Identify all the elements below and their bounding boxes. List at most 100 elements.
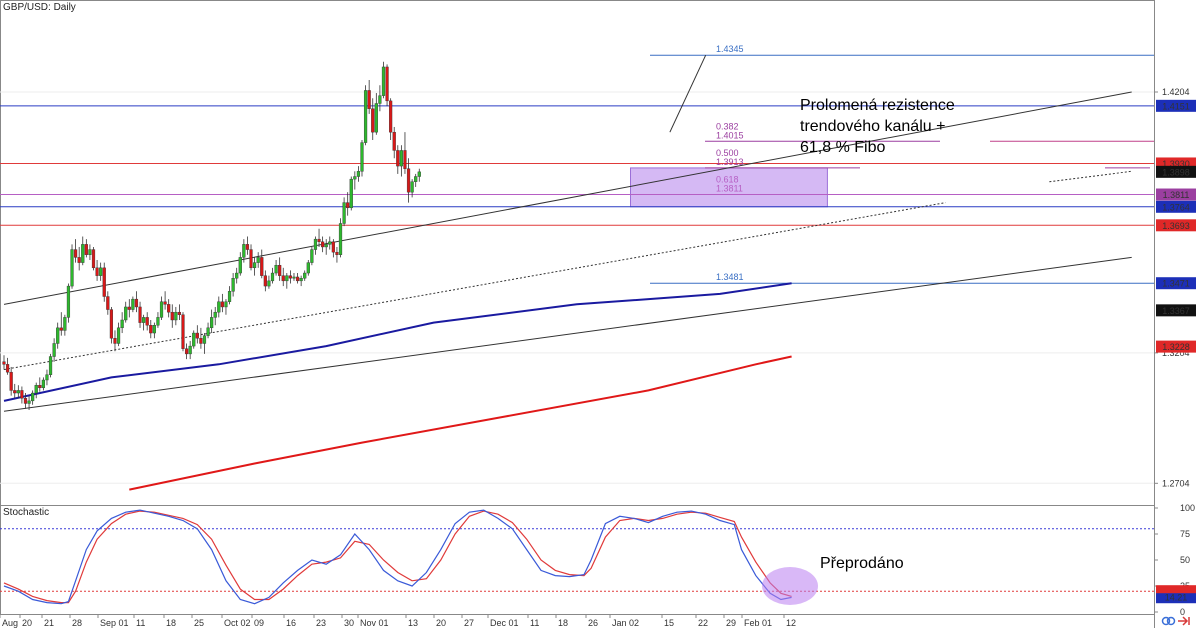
candle-body — [156, 317, 160, 326]
price-badge-label: 1.4151 — [1162, 101, 1190, 111]
price-tick-label: 1.4204 — [1162, 87, 1190, 97]
candle-body — [9, 371, 13, 391]
candle-body — [63, 317, 67, 331]
candle-body — [410, 181, 414, 193]
candle-body — [414, 176, 418, 182]
candle-body — [353, 176, 357, 180]
trend-channel — [3, 55, 1132, 412]
candle-body — [41, 379, 45, 389]
time-tick-label: 18 — [558, 618, 568, 628]
candle-body — [66, 285, 71, 318]
candle-body — [231, 278, 235, 292]
candle-body — [20, 390, 24, 399]
time-tick-label: 23 — [316, 618, 326, 628]
candle-body — [406, 168, 411, 193]
time-tick-label: 29 — [726, 618, 736, 628]
time-tick-label: 27 — [464, 618, 474, 628]
candle-body — [292, 276, 296, 279]
link-icon[interactable] — [1161, 616, 1176, 626]
candle-body — [138, 306, 142, 323]
time-tick-label: 18 — [166, 618, 176, 628]
candle-body — [88, 249, 92, 255]
time-tick-label: 22 — [698, 618, 708, 628]
level-label: 0.382 — [716, 121, 739, 131]
stochastic-k-line — [3, 509, 792, 605]
candle-body — [242, 244, 246, 258]
time-tick-label: Jan 02 — [612, 618, 639, 628]
candle-body — [56, 327, 60, 344]
level-label: 1.4345 — [716, 44, 744, 54]
candle-body — [338, 223, 343, 255]
channel-line — [3, 256, 1132, 412]
price-badge — [1156, 99, 1196, 112]
candle-body — [34, 385, 38, 394]
candle-body — [249, 249, 253, 269]
candle-body — [202, 335, 207, 344]
time-tick-label: Nov 01 — [360, 618, 389, 628]
candle-body — [149, 325, 153, 334]
candle-body — [120, 319, 124, 329]
time-tick-label: Feb 01 — [744, 618, 772, 628]
chart-title: GBP/USD: Daily — [3, 2, 76, 13]
candle-body — [392, 131, 396, 151]
candle-body — [188, 345, 192, 355]
time-tick-label: 21 — [44, 618, 54, 628]
time-tick-label: 20 — [436, 618, 446, 628]
candle-body — [116, 327, 121, 344]
moving-averages — [3, 282, 792, 491]
time-tick-label: 09 — [254, 618, 264, 628]
level-label: 1.3811 — [716, 184, 743, 194]
candle-body — [174, 311, 178, 321]
candle-body — [227, 291, 232, 302]
moving-average-line — [3, 282, 792, 402]
annotation-line: 61,8 % Fibo — [800, 139, 885, 156]
time-tick-label: 13 — [408, 618, 418, 628]
stochastic-level-badge — [1156, 585, 1196, 594]
price-badge-label: 1.3811 — [1163, 190, 1190, 200]
candle-body — [235, 272, 239, 279]
candle-body — [374, 103, 378, 133]
time-tick-label: 11 — [136, 618, 145, 628]
candle-body — [288, 275, 292, 279]
oversold-highlight — [762, 567, 818, 605]
stochastic-value-badge — [1156, 591, 1196, 604]
candle-body — [328, 241, 332, 245]
candle-body — [27, 400, 31, 404]
time-tick-label: 25 — [194, 618, 204, 628]
candle-body — [52, 343, 56, 357]
candle-body — [127, 306, 131, 310]
candle-body — [199, 338, 203, 344]
candle-body — [331, 241, 335, 253]
candle-body — [317, 238, 321, 242]
candle-body — [270, 272, 275, 282]
stochastic-tick-label: 100 — [1180, 503, 1195, 513]
candle-body — [295, 276, 300, 282]
time-tick-label: 20 — [22, 618, 32, 628]
candle-body — [321, 241, 325, 248]
price-panel-frame — [0, 0, 1155, 506]
candle-body — [306, 262, 310, 274]
channel-line — [1049, 170, 1132, 183]
price-badge — [1156, 304, 1196, 317]
candle-body — [310, 249, 314, 263]
time-tick-label: 11 — [530, 618, 539, 628]
candle-body — [381, 66, 386, 96]
stochastic-lines — [3, 509, 792, 605]
candle-body — [195, 332, 199, 339]
stochastic-d-line — [3, 510, 792, 604]
time-tick-label: Dec 01 — [490, 618, 519, 628]
time-tick-label: 15 — [664, 618, 674, 628]
time-tick-label: 12 — [786, 618, 796, 628]
candle-body — [346, 202, 350, 209]
price-badge — [1156, 165, 1196, 178]
candle-body — [73, 249, 78, 258]
stochastic-tick-label: 75 — [1180, 529, 1190, 539]
candle-body — [224, 301, 228, 308]
jump-to-end-icon[interactable] — [1178, 616, 1190, 626]
candle-body — [145, 317, 149, 326]
candle-body — [124, 306, 128, 321]
candle-body — [95, 267, 99, 276]
candle-body — [213, 311, 217, 318]
